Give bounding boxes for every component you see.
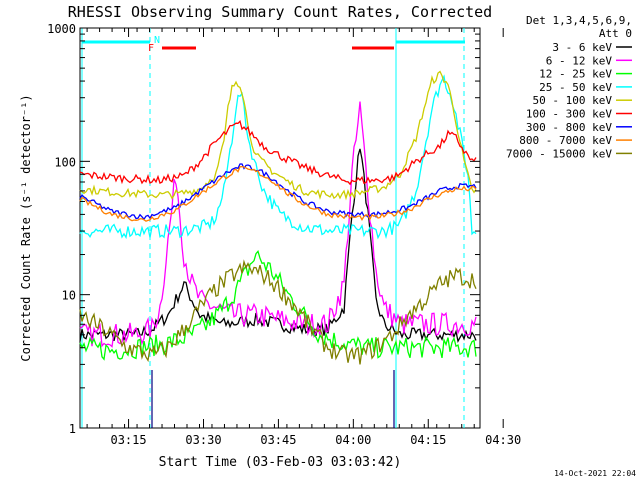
legend-label: 800 - 7000 keV — [519, 134, 612, 147]
flare-marker-label: F — [148, 43, 154, 54]
legend-header-line-1: Det 1,3,4,5,6,9, — [526, 14, 632, 27]
series-line-8 — [79, 259, 477, 365]
x-tick-label: 03:15 — [110, 433, 146, 447]
x-tick-label: 04:15 — [410, 433, 446, 447]
legend-label: 300 - 800 keV — [526, 121, 612, 134]
axes-layer: 03:15 03:30 03:45 04:00 04:15 04:30 1 10 100 1000 — [47, 22, 521, 447]
annotation-layer: NF — [81, 28, 465, 428]
series-line-2 — [79, 249, 477, 361]
series-line-3 — [79, 74, 477, 240]
legend-label: 3 - 6 keV — [552, 41, 612, 54]
generation-timestamp: 14-Oct-2021 22:04 — [554, 469, 636, 478]
legend-label: 12 - 25 keV — [539, 68, 612, 81]
y-axis-label: Corrected Count Rate (s⁻¹ detector⁻¹) — [19, 94, 33, 361]
legend-label: 25 - 50 keV — [539, 81, 612, 94]
legend-header-line-2: Att 0 — [599, 27, 632, 40]
x-tick-label: 03:30 — [185, 433, 221, 447]
series-line-1 — [79, 101, 477, 348]
series-layer — [79, 70, 477, 365]
legend-label: 6 - 12 keV — [546, 54, 613, 67]
legend-label: 50 - 100 keV — [533, 94, 613, 107]
legend-label: 100 - 300 keV — [526, 108, 612, 121]
y-tick-label: 1 — [69, 422, 76, 436]
series-line-7 — [79, 165, 477, 222]
night-marker-label: N — [154, 35, 160, 46]
y-tick-label: 100 — [54, 155, 76, 169]
plot-frame — [79, 27, 481, 429]
x-tick-label: 03:45 — [260, 433, 296, 447]
series-line-0 — [79, 148, 477, 343]
x-tick-label: 04:30 — [485, 433, 521, 447]
chart-title: RHESSI Observing Summary Count Rates, Co… — [68, 3, 492, 21]
y-tick-label: 10 — [62, 289, 76, 303]
series-line-4 — [79, 70, 477, 201]
x-axis-label: Start Time (03-Feb-03 03:03:42) — [159, 455, 402, 470]
legend-label: 7000 - 15000 keV — [506, 147, 612, 160]
y-tick-label: 1000 — [47, 22, 76, 36]
series-line-5 — [79, 120, 477, 186]
x-tick-label: 04:00 — [335, 433, 371, 447]
